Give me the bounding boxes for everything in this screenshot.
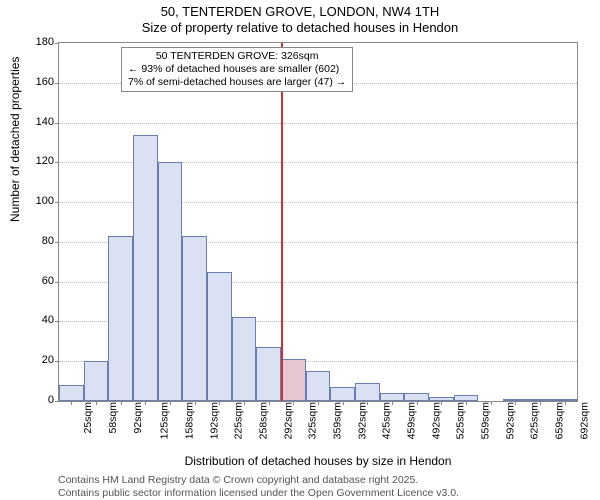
tickmark-y	[55, 83, 59, 84]
histogram-bar	[355, 383, 380, 401]
y-tick-label: 40	[14, 314, 54, 326]
y-tick-label: 60	[14, 275, 54, 287]
histogram-bar	[404, 393, 429, 401]
annotation-box: 50 TENTERDEN GROVE: 326sqm← 93% of detac…	[121, 47, 353, 92]
histogram-bar	[133, 135, 158, 402]
y-tick-label: 160	[14, 76, 54, 88]
histogram-bar	[232, 317, 257, 401]
histogram-bar	[306, 371, 331, 401]
y-tick-label: 20	[14, 354, 54, 366]
tickmark-y	[55, 202, 59, 203]
y-tick-label: 80	[14, 235, 54, 247]
footer-line2: Contains public sector information licen…	[58, 487, 578, 499]
annotation-line: ← 93% of detached houses are smaller (60…	[128, 63, 346, 76]
gridline-y	[59, 123, 577, 124]
y-tick-label: 140	[14, 116, 54, 128]
histogram-bar	[108, 236, 133, 401]
y-tick-label: 120	[14, 155, 54, 167]
tickmark-y	[55, 162, 59, 163]
chart-title-line2: Size of property relative to detached ho…	[0, 20, 600, 35]
x-axis-label: Distribution of detached houses by size …	[58, 454, 578, 468]
histogram-bar	[84, 361, 109, 401]
y-tick-label: 180	[14, 36, 54, 48]
y-tick-label: 0	[14, 394, 54, 406]
histogram-bar	[281, 359, 306, 401]
y-tick-label: 100	[14, 195, 54, 207]
x-ticks: 25sqm58sqm92sqm125sqm158sqm192sqm225sqm2…	[58, 402, 578, 452]
y-ticks: 020406080100120140160180	[0, 42, 58, 402]
footer-line1: Contains HM Land Registry data © Crown c…	[58, 474, 578, 486]
histogram-bar	[182, 236, 207, 401]
tickmark-y	[55, 123, 59, 124]
histogram-bar	[256, 347, 281, 401]
chart-root: 50, TENTERDEN GROVE, LONDON, NW4 1TH Siz…	[0, 0, 600, 500]
x-tick-label: 692sqm	[578, 402, 600, 439]
plot-area: 50 TENTERDEN GROVE: 326sqm← 93% of detac…	[58, 42, 578, 402]
chart-title-line1: 50, TENTERDEN GROVE, LONDON, NW4 1TH	[0, 4, 600, 19]
tickmark-y	[55, 242, 59, 243]
histogram-bar	[330, 387, 355, 401]
annotation-line: 7% of semi-detached houses are larger (4…	[128, 76, 346, 89]
histogram-bar	[158, 162, 183, 401]
highlight-line	[281, 43, 283, 401]
tickmark-y	[55, 361, 59, 362]
histogram-bar	[207, 272, 232, 401]
annotation-line: 50 TENTERDEN GROVE: 326sqm	[128, 50, 346, 63]
tickmark-y	[55, 321, 59, 322]
histogram-bar	[59, 385, 84, 401]
tickmark-y	[55, 43, 59, 44]
tickmark-y	[55, 282, 59, 283]
histogram-bar	[380, 393, 405, 401]
